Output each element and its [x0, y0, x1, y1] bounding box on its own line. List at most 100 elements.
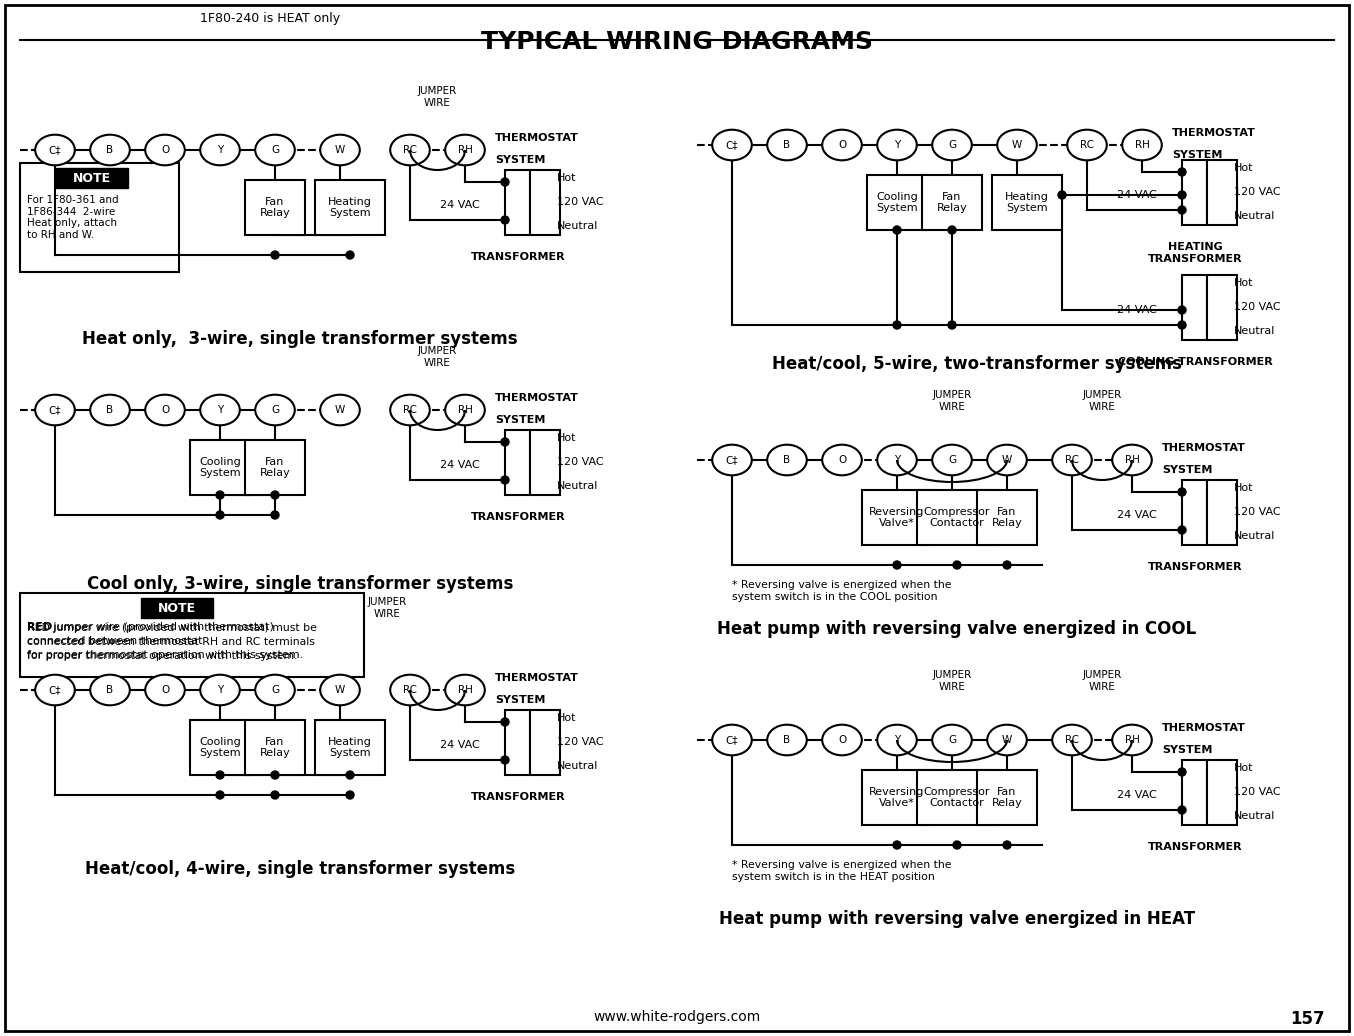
Text: O: O: [838, 140, 846, 150]
Ellipse shape: [768, 444, 807, 476]
Text: 120 VAC: 120 VAC: [1233, 188, 1281, 197]
Text: W: W: [334, 685, 345, 695]
Text: Fan
Relay: Fan Relay: [260, 737, 290, 758]
Text: TRANSFORMER: TRANSFORMER: [471, 792, 566, 802]
Circle shape: [1178, 806, 1186, 814]
Text: Neutral: Neutral: [1233, 211, 1275, 221]
Text: Heating
System: Heating System: [328, 737, 372, 758]
Circle shape: [501, 718, 509, 726]
Circle shape: [271, 251, 279, 259]
Text: 24 VAC: 24 VAC: [1117, 305, 1158, 315]
Text: connected between thermostat: connected between thermostat: [27, 636, 206, 646]
FancyBboxPatch shape: [315, 720, 385, 775]
Text: RH: RH: [458, 685, 473, 695]
Text: RC: RC: [403, 685, 417, 695]
Text: RC: RC: [403, 405, 417, 415]
Text: SYSTEM: SYSTEM: [496, 695, 546, 706]
FancyBboxPatch shape: [20, 593, 364, 677]
FancyBboxPatch shape: [917, 770, 997, 825]
FancyBboxPatch shape: [862, 770, 932, 825]
Text: Y: Y: [217, 405, 223, 415]
Ellipse shape: [390, 135, 429, 166]
Text: jumper wire (provided with thermostat): jumper wire (provided with thermostat): [50, 622, 278, 632]
Text: For 1F80-361 and
1F86-344  2-wire
Heat only, attach
to RH and W.: For 1F80-361 and 1F86-344 2-wire Heat on…: [27, 195, 119, 239]
Text: Cooling
System: Cooling System: [199, 737, 241, 758]
Text: O: O: [161, 145, 169, 155]
Text: 120 VAC: 120 VAC: [556, 457, 604, 467]
Text: RC: RC: [1066, 455, 1079, 465]
Text: RC: RC: [1066, 735, 1079, 745]
Circle shape: [894, 321, 900, 329]
Ellipse shape: [768, 130, 807, 161]
Circle shape: [501, 476, 509, 484]
Bar: [1206, 480, 1238, 545]
Text: C‡: C‡: [726, 140, 738, 150]
Text: TRANSFORMER: TRANSFORMER: [1148, 562, 1243, 572]
Bar: [1182, 480, 1206, 545]
Bar: [529, 430, 561, 495]
Circle shape: [894, 562, 900, 569]
Text: RH: RH: [1125, 455, 1140, 465]
Bar: [505, 170, 529, 235]
Text: TRANSFORMER: TRANSFORMER: [1148, 842, 1243, 852]
Text: Heating
System: Heating System: [328, 197, 372, 219]
Bar: [1206, 160, 1238, 225]
Text: C‡: C‡: [49, 405, 61, 415]
Ellipse shape: [91, 135, 130, 166]
Ellipse shape: [822, 444, 861, 476]
Circle shape: [271, 792, 279, 799]
Text: Hot: Hot: [556, 433, 577, 443]
Text: G: G: [948, 735, 956, 745]
Text: Hot: Hot: [1233, 163, 1254, 173]
Text: Hot: Hot: [1233, 762, 1254, 773]
Text: Y: Y: [894, 140, 900, 150]
Text: Neutral: Neutral: [1233, 811, 1275, 821]
Circle shape: [894, 841, 900, 848]
Bar: [529, 710, 561, 775]
Circle shape: [1178, 526, 1186, 534]
Text: Neutral: Neutral: [556, 761, 598, 771]
Text: RH: RH: [458, 145, 473, 155]
Ellipse shape: [255, 135, 295, 166]
Circle shape: [217, 792, 223, 799]
Text: G: G: [948, 455, 956, 465]
Circle shape: [1178, 321, 1186, 329]
Text: B: B: [784, 735, 791, 745]
Bar: [505, 430, 529, 495]
Ellipse shape: [200, 395, 240, 426]
Text: 24 VAC: 24 VAC: [1117, 790, 1158, 800]
Text: C‡: C‡: [49, 145, 61, 155]
Text: COOLING TRANSFORMER: COOLING TRANSFORMER: [1117, 357, 1273, 367]
Circle shape: [217, 771, 223, 779]
Circle shape: [271, 511, 279, 519]
Text: RH: RH: [1125, 735, 1140, 745]
Text: G: G: [271, 405, 279, 415]
Circle shape: [217, 491, 223, 499]
Text: 24 VAC: 24 VAC: [440, 200, 481, 210]
Text: HEATING
TRANSFORMER: HEATING TRANSFORMER: [1148, 242, 1243, 263]
Text: 1F80-240 is HEAT only: 1F80-240 is HEAT only: [200, 12, 340, 25]
Ellipse shape: [1122, 130, 1162, 161]
Ellipse shape: [35, 395, 74, 426]
Bar: [1182, 275, 1206, 340]
Circle shape: [948, 226, 956, 234]
Text: W: W: [1002, 455, 1013, 465]
Text: B: B: [107, 405, 114, 415]
Ellipse shape: [91, 395, 130, 426]
FancyBboxPatch shape: [190, 720, 250, 775]
Ellipse shape: [712, 130, 751, 161]
Text: Hot: Hot: [556, 713, 577, 723]
Ellipse shape: [145, 674, 184, 706]
Ellipse shape: [91, 674, 130, 706]
Text: W: W: [334, 145, 345, 155]
Text: JUMPER
WIRE: JUMPER WIRE: [933, 391, 972, 412]
Text: W: W: [1002, 735, 1013, 745]
Text: G: G: [271, 145, 279, 155]
Text: O: O: [161, 405, 169, 415]
Text: B: B: [784, 455, 791, 465]
Circle shape: [501, 215, 509, 224]
Text: JUMPER
WIRE: JUMPER WIRE: [1082, 670, 1121, 692]
Bar: [1206, 760, 1238, 825]
Text: G: G: [271, 685, 279, 695]
Text: TYPICAL WIRING DIAGRAMS: TYPICAL WIRING DIAGRAMS: [481, 30, 873, 54]
